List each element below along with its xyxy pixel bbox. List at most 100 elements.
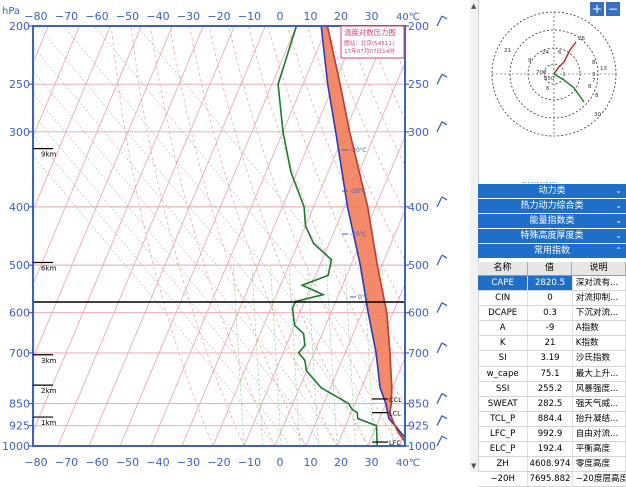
hodograph-label: 7 bbox=[592, 78, 596, 84]
col-value[interactable]: 值 bbox=[528, 262, 573, 275]
temp-tick-label-top: −70 bbox=[55, 10, 78, 23]
pressure-tick-label-right: 250 bbox=[408, 78, 429, 91]
temp-tick-label-bottom: −80 bbox=[24, 456, 47, 469]
table-row[interactable]: DCAPE 0.3 下沉对流... bbox=[478, 306, 626, 322]
chart-legend: 温度对数压力图 图站：北京(54511) 17年07月07日14时 bbox=[340, 25, 405, 59]
category-thermo-dynamic[interactable]: 热力动力综合类 ⌄ bbox=[478, 199, 626, 214]
pressure-tick-label-right: 850 bbox=[408, 398, 429, 411]
row-value: 3.19 bbox=[528, 351, 573, 366]
category-energy[interactable]: 能量指数类 ⌄ bbox=[478, 214, 626, 229]
hodograph-label: 850 bbox=[544, 76, 555, 82]
height-label: 2km bbox=[41, 387, 57, 395]
category-common-label: 常用指数 bbox=[533, 246, 570, 256]
level-label: LCL bbox=[389, 410, 401, 418]
table-row[interactable]: CIN 0 对流抑制... bbox=[478, 291, 626, 307]
row-value: 0 bbox=[528, 291, 573, 306]
hodograph-label: 21 bbox=[504, 48, 511, 54]
table-row[interactable]: A -9 A指数 bbox=[478, 321, 626, 337]
row-desc: 强天气威... bbox=[573, 396, 626, 411]
category-height[interactable]: 特殊高度厚度类 ⌄ bbox=[478, 229, 626, 244]
isotherm-line bbox=[33, 26, 111, 212]
row-desc: 抬升凝结... bbox=[573, 411, 626, 426]
row-value: -9 bbox=[528, 321, 573, 336]
scroll-down-icon[interactable]: ▼ bbox=[471, 462, 477, 470]
table-row[interactable]: ZH 4608.974 零度高度 bbox=[478, 457, 626, 473]
row-name: CIN bbox=[478, 291, 529, 306]
pressure-tick-label-left: 300 bbox=[9, 126, 30, 139]
temp-tick-label-top: −60 bbox=[85, 10, 108, 23]
temp-tick-label-top: −20 bbox=[207, 10, 230, 23]
wind-barb-flag bbox=[441, 415, 448, 420]
hodograph-label: 8 bbox=[588, 84, 592, 90]
row-desc: 对流抑制... bbox=[573, 291, 626, 306]
time-label: 17年07月07日14时 bbox=[344, 47, 395, 55]
hodograph-trace-low bbox=[553, 73, 585, 103]
table-row[interactable]: LFC_P 992.9 自由对流... bbox=[478, 426, 626, 443]
dry-adiabat bbox=[189, 26, 338, 446]
wind-barb-flag bbox=[441, 196, 448, 201]
table-row[interactable]: SWEAT 282.5 强天气威... bbox=[478, 396, 626, 412]
height-label: 6km bbox=[41, 264, 57, 272]
hodograph-ring bbox=[491, 11, 617, 137]
isotherm-line bbox=[33, 26, 80, 138]
wind-barb-flag bbox=[441, 73, 448, 78]
mixing-ratio-line bbox=[307, 265, 319, 446]
wind-barb-flag bbox=[441, 15, 448, 20]
zoom-in-button[interactable]: + bbox=[590, 2, 604, 16]
row-name: −20H bbox=[478, 472, 529, 487]
temp-tick-label-bottom: −70 bbox=[55, 456, 78, 469]
profiles bbox=[277, 26, 405, 446]
mixing-ratio-line bbox=[288, 265, 301, 446]
pressure-tick-label-right: 400 bbox=[408, 201, 429, 214]
col-name[interactable]: 名称 bbox=[478, 262, 528, 275]
row-name: TCL_P bbox=[478, 411, 529, 426]
dry-adiabat bbox=[424, 26, 470, 446]
pressure-tick-label-right: 500 bbox=[408, 259, 429, 272]
table-row[interactable]: SSI 255.2 风暴强度... bbox=[478, 381, 626, 397]
isotherm-line bbox=[33, 26, 204, 433]
pressure-tick-label-left: 250 bbox=[9, 78, 30, 91]
isotherm-line bbox=[33, 26, 173, 359]
chevron-down-icon: ⌄ bbox=[615, 201, 622, 210]
wind-barb-flag bbox=[441, 435, 448, 440]
table-row[interactable]: K 21 K指数 bbox=[478, 336, 626, 352]
category-dynamic[interactable]: 动力类 ⌄ bbox=[478, 184, 626, 199]
moist-adiabat bbox=[33, 70, 338, 446]
temp-tick-label-top: −10 bbox=[238, 10, 261, 23]
temp-tick-label-bottom: 20 bbox=[334, 456, 348, 469]
category-common[interactable]: 常用指数 ⌃ bbox=[478, 244, 626, 259]
row-name: LFC_P bbox=[478, 426, 529, 442]
isotherm-line bbox=[119, 26, 297, 446]
table-row[interactable]: CAPE 2820.5 深对流有... bbox=[478, 276, 626, 292]
wind-barb-staff bbox=[436, 393, 443, 404]
cape-area bbox=[321, 26, 405, 441]
hodograph-label: 3 bbox=[592, 72, 596, 78]
scroll-up-icon[interactable]: ▲ bbox=[471, 2, 477, 10]
row-value: 255.2 bbox=[528, 381, 573, 396]
stats-table-header: 名称 值 说明 bbox=[478, 262, 626, 276]
row-value: 992.9 bbox=[528, 426, 573, 442]
isotherm-label: -20℃ bbox=[350, 188, 367, 195]
wind-barb-staff bbox=[436, 435, 443, 447]
table-row[interactable]: w_cape 75.1 最大上升... bbox=[478, 366, 626, 382]
table-row[interactable]: ELC_P 192.4 平衡高度 bbox=[478, 442, 626, 458]
row-value: 282.5 bbox=[528, 396, 573, 411]
row-name: CAPE bbox=[478, 276, 529, 291]
wind-barb-flag bbox=[441, 302, 448, 307]
hodograph-trace bbox=[553, 41, 577, 75]
col-desc[interactable]: 说明 bbox=[572, 262, 626, 275]
stats-table: CAPE 2820.5 深对流有... CIN 0 对流抑制... DCAPE 0.3 下沉对流… bbox=[478, 276, 626, 487]
zoom-out-button[interactable]: − bbox=[606, 2, 620, 16]
table-row[interactable]: TCL_P 884.4 抬升凝结... bbox=[478, 411, 626, 427]
table-row[interactable]: −20H 7695.882 −20度层高度 bbox=[478, 472, 626, 487]
station-label: 图站：北京(54511) bbox=[344, 39, 394, 47]
temp-tick-label-bottom: −30 bbox=[177, 456, 200, 469]
row-name: SWEAT bbox=[478, 396, 529, 411]
pressure-tick-label-right: 925 bbox=[408, 420, 429, 433]
annotations: -30℃ -20℃ -10℃ 0℃ 9km 6km 3km 2km 1km CCL LCL LFC bbox=[33, 147, 402, 447]
hodograph-label: 6 bbox=[546, 86, 550, 92]
table-row[interactable]: SI 3.19 沙氏指数 bbox=[478, 351, 626, 367]
splitter-handle[interactable]: ⋯⋯⋯⋯ bbox=[522, 178, 558, 187]
row-name: ELC_P bbox=[478, 442, 529, 457]
